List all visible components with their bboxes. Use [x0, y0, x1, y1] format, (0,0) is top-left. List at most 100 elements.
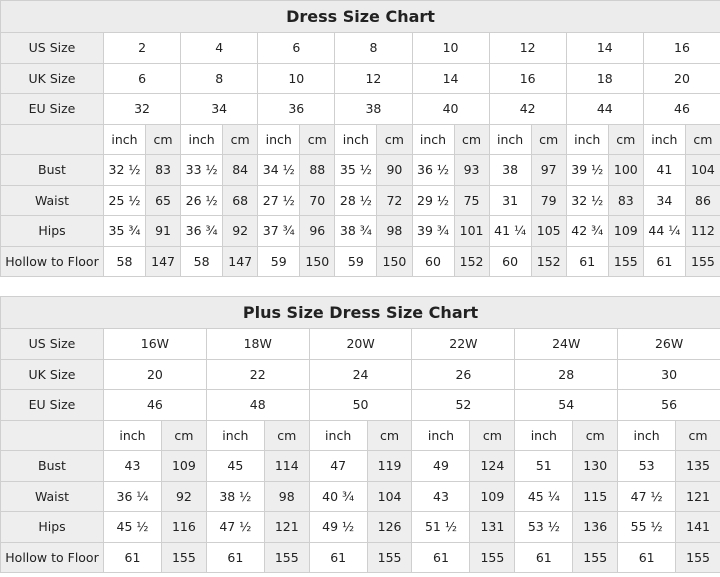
row-label: US Size: [0, 328, 104, 360]
cm-cell: 130: [572, 450, 619, 482]
inch-cell: 31: [488, 184, 532, 216]
cm-cell: 92: [161, 480, 207, 512]
inch-cell: 61: [565, 245, 609, 277]
inch-cell: 59: [334, 245, 378, 277]
cm-cell: 115: [572, 480, 619, 512]
unit-inch: inch: [488, 123, 532, 155]
cm-cell: 155: [572, 541, 619, 573]
measure-row: Waist 36 ¼ 92 38 ½ 98 40 ¾ 104 43 109 45 ¼ 115 47 ½…: [0, 480, 720, 512]
cm-cell: 124: [469, 450, 516, 482]
inch-cell: 60: [488, 245, 532, 277]
inch-cell: 29 ½: [411, 184, 455, 216]
size-cell: 10: [257, 62, 336, 94]
size-cell: 26: [411, 358, 516, 390]
measure-row: Waist 25 ½ 65 26 ½ 68 27 ½ 70 28 ½ 72 29 ½ 75 31 79 3…: [0, 184, 720, 216]
cm-cell: 90: [376, 154, 413, 186]
size-cell: 24W: [514, 328, 619, 360]
measure-row: Bust 32 ½ 83 33 ½ 84 34 ½ 88 35 ½ 90 36 ½ 93 38 97 39…: [0, 154, 720, 186]
cm-cell: 98: [376, 215, 413, 247]
inch-cell: 35 ¾: [103, 215, 146, 247]
inch-cell: 61: [308, 541, 368, 573]
size-cell: 8: [334, 32, 413, 64]
cm-cell: 75: [453, 184, 490, 216]
inch-cell: 28 ½: [334, 184, 378, 216]
size-cell: 38: [334, 93, 413, 125]
inch-cell: 26 ½: [180, 184, 224, 216]
size-cell: 32: [102, 93, 182, 125]
cm-cell: 131: [469, 511, 516, 543]
inch-cell: 37 ¾: [257, 215, 301, 247]
unit-cm: cm: [376, 123, 413, 155]
inch-cell: 41 ¼: [488, 215, 532, 247]
size-cell: 6: [102, 62, 182, 94]
inch-cell: 45 ½: [103, 511, 162, 543]
plus-size-chart-table: Plus Size Dress Size Chart US Size 16W 18W 2…: [0, 296, 720, 573]
size-cell: 30: [617, 358, 720, 390]
inch-cell: 53 ½: [514, 511, 574, 543]
row-label: Bust: [0, 450, 104, 482]
inch-cell: 61: [617, 541, 677, 573]
cm-cell: 83: [144, 154, 182, 186]
inch-cell: 47 ½: [205, 511, 265, 543]
inch-cell: 34 ½: [257, 154, 301, 186]
cm-cell: 152: [453, 245, 490, 277]
inch-cell: 32 ½: [565, 184, 609, 216]
inch-cell: 27 ½: [257, 184, 301, 216]
size-cell: 22: [205, 358, 310, 390]
measure-row: Hollow to Floor 61 155 61 155 61 155 61 155 61 155…: [0, 541, 720, 573]
size-row: US Size 16W 18W 20W 22W 24W 26W: [0, 328, 720, 360]
inch-cell: 43: [411, 480, 471, 512]
cm-cell: 155: [366, 541, 413, 573]
cm-cell: 119: [366, 450, 413, 482]
unit-inch: inch: [617, 419, 677, 451]
size-cell: 40: [411, 93, 490, 125]
unit-cm: cm: [675, 419, 720, 451]
size-cell: 2: [102, 32, 182, 64]
inch-cell: 61: [103, 541, 162, 573]
unit-inch: inch: [411, 419, 471, 451]
size-cell: 44: [565, 93, 644, 125]
size-cell: 48: [205, 389, 310, 421]
row-label: EU Size: [0, 93, 104, 125]
size-cell: 22W: [411, 328, 516, 360]
size-row: EU Size 46 48 50 52 54 56: [0, 389, 720, 421]
inch-cell: 59: [257, 245, 301, 277]
cm-cell: 83: [607, 184, 644, 216]
inch-cell: 36 ¾: [180, 215, 224, 247]
cm-cell: 104: [684, 154, 720, 186]
row-label: Hollow to Floor: [0, 541, 104, 573]
size-cell: 50: [308, 389, 413, 421]
measure-row: Hips 45 ½ 116 47 ½ 121 49 ½ 126 51 ½ 131 53 ½ 136 5…: [0, 511, 720, 543]
dress-size-chart-table: Dress Size Chart US Size 2 4 6 8 10 12 14 16 UK Si…: [0, 0, 720, 277]
cm-cell: 155: [469, 541, 516, 573]
unit-cm: cm: [299, 123, 336, 155]
size-cell: 18W: [205, 328, 310, 360]
inch-cell: 49: [411, 450, 471, 482]
cm-cell: 155: [684, 245, 720, 277]
size-cell: 28: [514, 358, 619, 390]
cm-cell: 92: [222, 215, 259, 247]
cm-cell: 155: [607, 245, 644, 277]
size-cell: 12: [488, 32, 567, 64]
inch-cell: 47 ½: [617, 480, 677, 512]
cm-cell: 109: [161, 450, 207, 482]
blank-cell: [0, 123, 104, 155]
cm-cell: 150: [299, 245, 336, 277]
inch-cell: 38: [488, 154, 532, 186]
inch-cell: 25 ½: [103, 184, 146, 216]
cm-cell: 126: [366, 511, 413, 543]
size-cell: 16: [642, 32, 720, 64]
size-row: US Size 2 4 6 8 10 12 14 16: [0, 32, 720, 64]
inch-cell: 39 ½: [565, 154, 609, 186]
unit-row: inch cm inch cm inch cm inch cm inch cm inch cm: [0, 419, 720, 451]
cm-cell: 98: [263, 480, 310, 512]
size-cell: 6: [257, 32, 336, 64]
size-cell: 46: [103, 389, 207, 421]
cm-cell: 135: [675, 450, 720, 482]
cm-cell: 88: [299, 154, 336, 186]
size-row: UK Size 20 22 24 26 28 30: [0, 358, 720, 390]
unit-cm: cm: [144, 123, 182, 155]
cm-cell: 155: [161, 541, 207, 573]
size-cell: 46: [642, 93, 720, 125]
